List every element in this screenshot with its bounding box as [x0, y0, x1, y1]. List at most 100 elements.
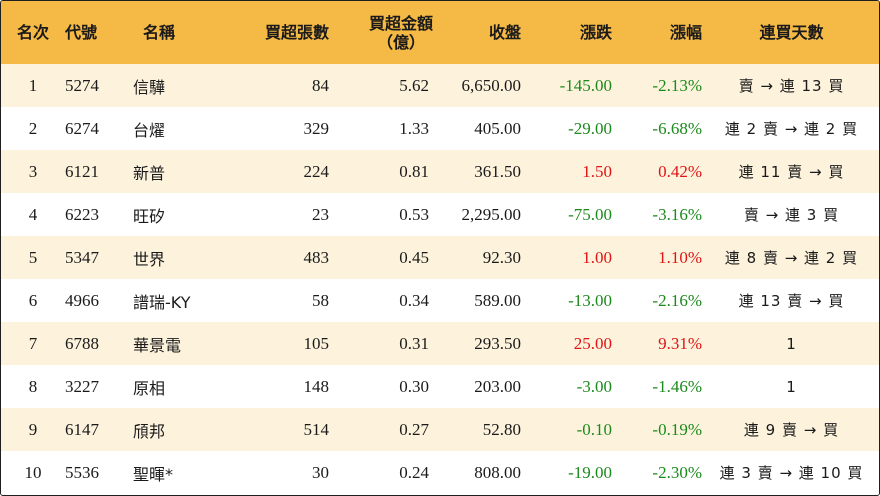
net-lots-cell: 148: [303, 376, 330, 396]
change-cell: -75.00: [568, 204, 612, 224]
stock-code-cell: 5347: [65, 247, 99, 267]
buy-streak-cell: 1: [786, 334, 797, 353]
change-pct-cell: -2.16%: [652, 290, 702, 310]
buy-streak-cell: 連 11 賣 → 買: [738, 163, 845, 181]
header-streak: 連買天數: [759, 23, 824, 42]
net-lots-cell: 514: [303, 419, 330, 439]
buy-streak-cell: 賣 → 連 13 買: [738, 77, 845, 95]
change-cell: -3.00: [576, 376, 612, 396]
stock-code-cell: 6274: [65, 118, 99, 138]
rank-cell: 7: [28, 333, 38, 353]
rank-cell: 9: [28, 419, 38, 439]
rank-cell: 5: [28, 247, 38, 267]
table-body: 1 5274 信驊 84 5.62 6,650.00 -145.00 -2.13…: [1, 64, 879, 494]
header-close: 收盤: [488, 23, 521, 42]
stock-code-cell: 6223: [65, 204, 99, 224]
rank-cell: 10: [24, 462, 42, 482]
net-lots-cell: 224: [303, 161, 330, 181]
change-pct-cell: -1.46%: [652, 376, 702, 396]
net-amount-cell: 0.53: [399, 204, 429, 224]
header-rank: 名次: [16, 23, 49, 42]
net-amount-cell: 0.81: [399, 161, 429, 181]
rank-cell: 2: [28, 118, 38, 138]
table-header: 名次 代號 名稱 買超張數 買超金額 （億） 收盤 漲跌 漲幅 連買天數: [1, 1, 879, 64]
header-change-pct: 漲幅: [669, 23, 702, 42]
stock-name-cell: 頎邦: [133, 421, 166, 441]
stock-name-cell: 華景電: [133, 335, 182, 355]
header-row: 名次 代號 名稱 買超張數 買超金額 （億） 收盤 漲跌 漲幅 連買天數: [1, 1, 879, 64]
rank-cell: 4: [28, 204, 38, 224]
header-code: 代號: [65, 23, 98, 42]
stock-code-cell: 6788: [65, 333, 99, 353]
header-net-lots: 買超張數: [264, 23, 329, 42]
buy-streak-cell: 連 2 賣 → 連 2 買: [724, 120, 859, 138]
stock-name-cell: 聖暉*: [133, 464, 174, 484]
change-cell: 1.50: [582, 161, 612, 181]
change-cell: -0.10: [576, 419, 612, 439]
stock-name-cell: 世界: [133, 249, 166, 269]
table-row: 8 3227 原相 148 0.30 203.00 -3.00 -1.46% 1: [1, 365, 879, 408]
header-net-amount-line1: 買超金額: [368, 13, 433, 33]
rank-cell: 1: [28, 75, 38, 95]
buy-streak-cell: 連 13 賣 → 買: [738, 292, 845, 310]
close-price-cell: 589.00: [474, 290, 521, 310]
stock-code-cell: 5274: [65, 75, 99, 95]
close-price-cell: 361.50: [474, 161, 521, 181]
stock-name-cell: 旺矽: [133, 206, 166, 226]
change-cell: -13.00: [568, 290, 612, 310]
net-lots-cell: 329: [303, 118, 330, 138]
net-amount-cell: 0.31: [399, 333, 429, 353]
header-net-amount: 買超金額 （億）: [333, 1, 433, 64]
change-pct-cell: 1.10%: [658, 247, 702, 267]
net-lots-cell: 58: [312, 290, 329, 310]
stock-code-cell: 3227: [65, 376, 99, 396]
buy-streak-cell: 連 9 賣 → 買: [743, 421, 840, 439]
rank-cell: 6: [28, 290, 38, 310]
table-row: 5 5347 世界 483 0.45 92.30 1.00 1.10% 連 8 …: [1, 236, 879, 279]
table-row: 6 4966 譜瑞-KY 58 0.34 589.00 -13.00 -2.16…: [1, 279, 879, 322]
buy-streak-cell: 連 8 賣 → 連 2 買: [724, 249, 859, 267]
stock-name-cell: 信驊: [133, 77, 166, 97]
stock-code-cell: 6147: [65, 419, 99, 439]
table-row: 1 5274 信驊 84 5.62 6,650.00 -145.00 -2.13…: [1, 64, 879, 107]
buy-streak-cell: 1: [786, 377, 797, 396]
close-price-cell: 52.80: [482, 419, 521, 439]
change-pct-cell: 0.42%: [658, 161, 702, 181]
net-amount-cell: 0.45: [399, 247, 429, 267]
change-cell: 25.00: [573, 333, 612, 353]
change-pct-cell: -0.19%: [652, 419, 702, 439]
table-row: 7 6788 華景電 105 0.31 293.50 25.00 9.31% 1: [1, 322, 879, 365]
stock-name-cell: 原相: [133, 378, 166, 398]
table-row: 10 5536 聖暉* 30 0.24 808.00 -19.00 -2.30%…: [1, 451, 879, 494]
change-cell: -29.00: [568, 118, 612, 138]
change-cell: -19.00: [568, 462, 612, 482]
close-price-cell: 293.50: [474, 333, 521, 353]
net-amount-cell: 5.62: [399, 75, 429, 95]
stock-name-cell: 譜瑞-KY: [133, 292, 191, 312]
header-name: 名稱: [143, 23, 176, 42]
net-amount-cell: 0.30: [399, 376, 429, 396]
close-price-cell: 405.00: [474, 118, 521, 138]
close-price-cell: 92.30: [482, 247, 521, 267]
change-pct-cell: -6.68%: [652, 118, 702, 138]
table-row: 9 6147 頎邦 514 0.27 52.80 -0.10 -0.19% 連 …: [1, 408, 879, 451]
rank-cell: 8: [28, 376, 38, 396]
table-row: 4 6223 旺矽 23 0.53 2,295.00 -75.00 -3.16%…: [1, 193, 879, 236]
net-lots-cell: 30: [312, 462, 329, 482]
header-net-amount-line2: （億）: [376, 32, 425, 52]
stock-code-cell: 5536: [65, 462, 99, 482]
stock-name-cell: 新普: [133, 163, 166, 183]
table-row: 3 6121 新普 224 0.81 361.50 1.50 0.42% 連 1…: [1, 150, 879, 193]
change-pct-cell: -2.30%: [652, 462, 702, 482]
net-lots-cell: 23: [312, 204, 329, 224]
stock-code-cell: 6121: [65, 161, 99, 181]
header-net-amount-label: 買超金額 （億）: [369, 14, 433, 52]
net-amount-cell: 0.24: [399, 462, 429, 482]
stock-code-cell: 4966: [65, 290, 99, 310]
change-pct-cell: -2.13%: [652, 75, 702, 95]
net-amount-cell: 0.34: [399, 290, 429, 310]
change-cell: 1.00: [582, 247, 612, 267]
buy-streak-cell: 連 3 賣 → 連 10 買: [719, 464, 864, 482]
